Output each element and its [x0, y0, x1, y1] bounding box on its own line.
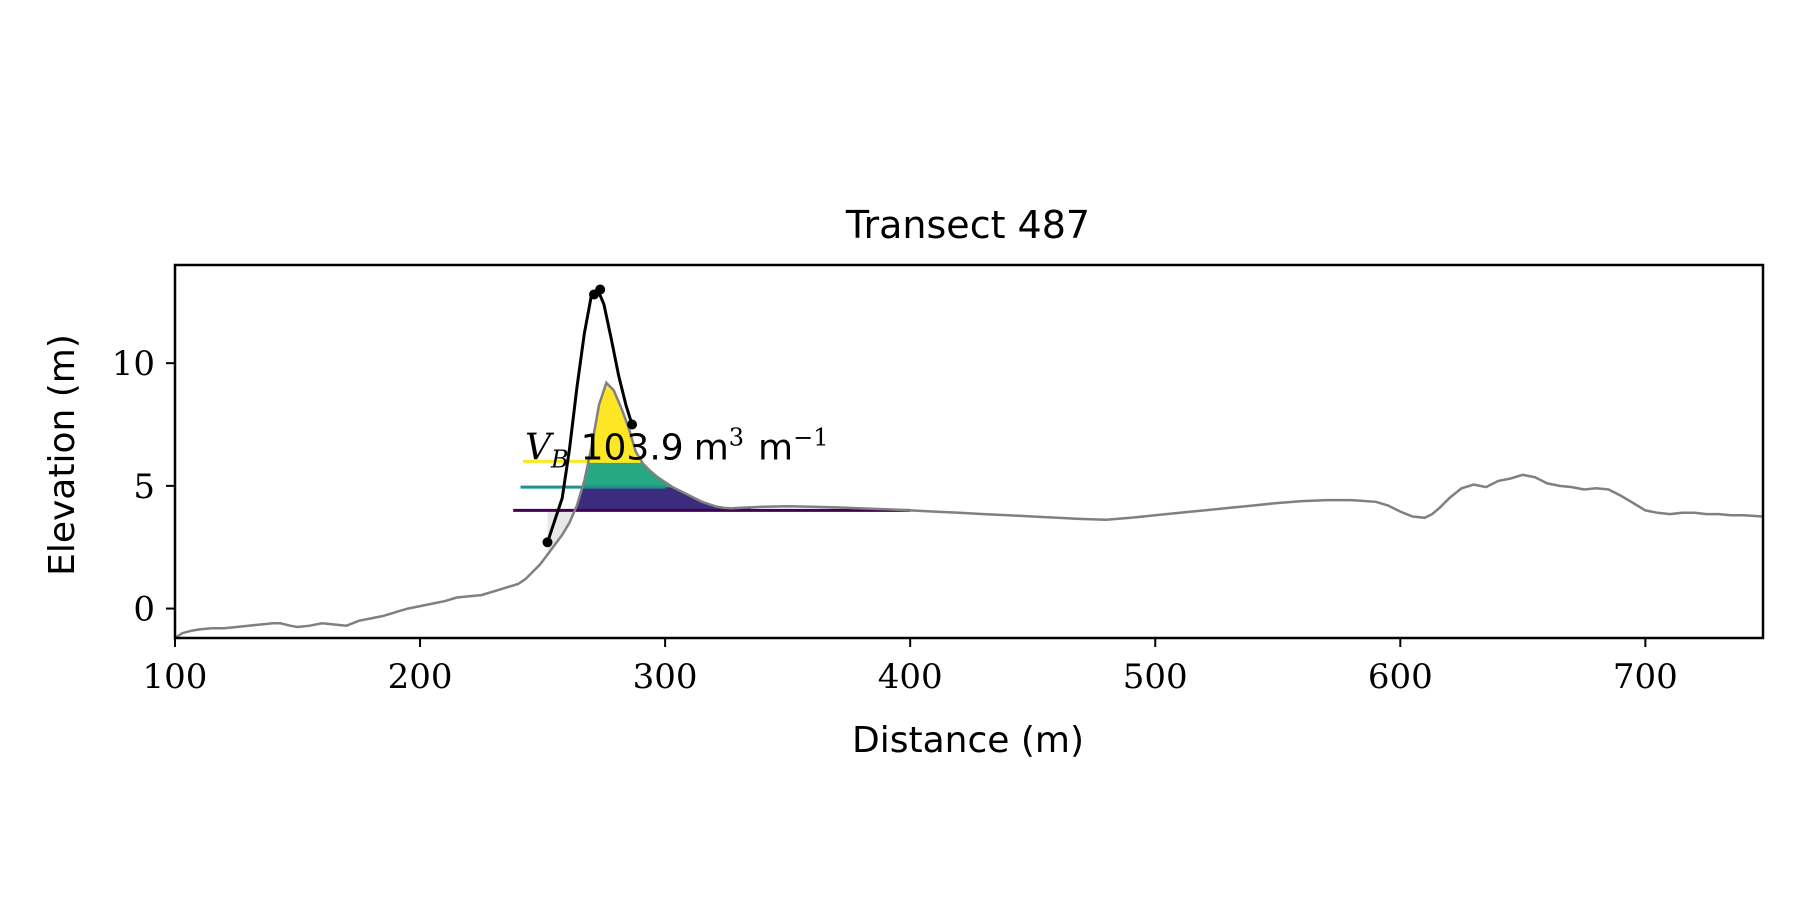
dune-point: [627, 419, 638, 430]
volume-unit: m: [694, 428, 729, 469]
volume-annotation: VB 103.9 m3 m−1: [525, 424, 829, 474]
volume-band-upper: [589, 382, 641, 462]
x-tick-label: 600: [1368, 657, 1433, 697]
y-tick-label: 10: [112, 344, 155, 384]
plot-frame: [173, 263, 1765, 640]
chart-title: Transect 487: [845, 203, 1090, 247]
y-tick-label: 5: [133, 467, 155, 507]
y-axis: 0 5 10: [112, 344, 175, 630]
x-axis: 100 200 300 400 500 600 700: [143, 638, 1678, 697]
volume-band-middle: [583, 461, 672, 488]
y-tick-label: 0: [133, 590, 155, 630]
x-tick-label: 700: [1613, 657, 1678, 697]
profile-line: [175, 380, 1763, 638]
volume-unit-exp: 3: [729, 424, 744, 452]
volume-value: 103.9: [581, 428, 684, 469]
x-tick-label: 400: [878, 657, 943, 697]
dune-point: [595, 284, 606, 295]
x-tick-label: 200: [388, 657, 453, 697]
plot-area: [173, 263, 1765, 640]
y-axis-label: Elevation (m): [42, 334, 83, 576]
volume-per-unit: m: [758, 428, 793, 469]
volume-symbol: V: [525, 428, 555, 469]
dune-point: [542, 537, 553, 548]
volume-subscript: B: [550, 446, 569, 474]
x-tick-label: 500: [1123, 657, 1188, 697]
x-tick-label: 300: [633, 657, 698, 697]
x-tick-label: 100: [143, 657, 208, 697]
x-axis-label: Distance (m): [852, 720, 1084, 761]
volume-per-exp: −1: [793, 424, 828, 452]
